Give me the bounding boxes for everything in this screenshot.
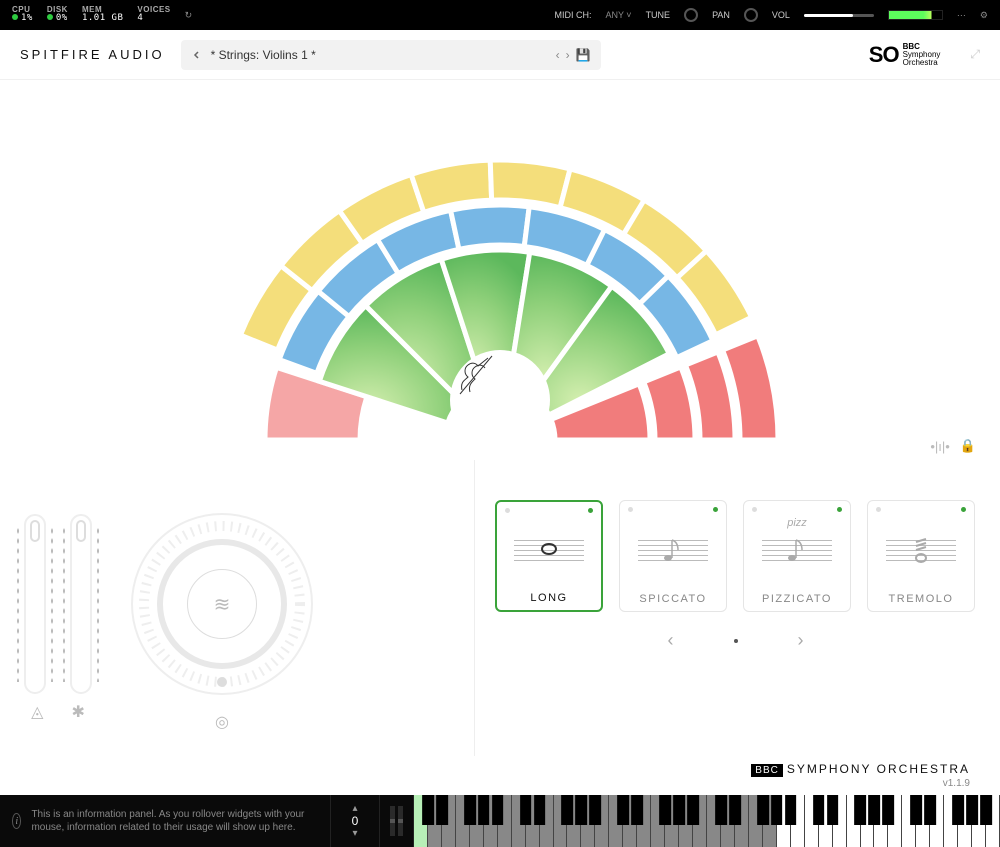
violin-icon [450, 350, 500, 400]
output-meter [888, 10, 943, 20]
footer-title: BBCSYMPHONY ORCHESTRA [0, 756, 1000, 778]
preset-name: * Strings: Violins 1 * [211, 48, 316, 62]
mem-stat: MEM 1.01 GB [82, 6, 123, 25]
black-key[interactable] [980, 795, 992, 825]
articulation-pizzicato[interactable]: pizzPIZZICATO [743, 500, 851, 612]
black-key[interactable] [813, 795, 825, 825]
black-key[interactable] [910, 795, 922, 825]
vol-label: VOL [772, 10, 790, 20]
black-key[interactable] [729, 795, 741, 825]
midi-learn-icon[interactable]: •|ı|• [930, 439, 949, 454]
black-key[interactable] [617, 795, 629, 825]
cpu-stat: CPU 1% [12, 6, 33, 25]
black-key[interactable] [576, 795, 588, 825]
instrument-icon-circle [450, 350, 550, 450]
midi-ch-label: MIDI CH: [554, 10, 591, 20]
pitch-mod-wheels[interactable] [380, 795, 414, 847]
preset-selector[interactable]: * Strings: Violins 1 * ‹ › 💾 [181, 40, 601, 70]
black-key[interactable] [827, 795, 839, 825]
preset-save-icon[interactable]: 💾 [576, 48, 591, 62]
black-key[interactable] [785, 795, 797, 825]
black-key[interactable] [464, 795, 476, 825]
collapse-icon[interactable]: ⤢ [970, 47, 980, 62]
black-key[interactable] [631, 795, 643, 825]
top-status-bar: CPU 1% DISK 0% MEM 1.01 GB VOICES 4 ↻ MI… [0, 0, 1000, 30]
product-logo: SO BBC Symphony Orchestra [869, 42, 941, 68]
black-key[interactable] [855, 795, 867, 825]
black-key[interactable] [715, 795, 727, 825]
black-key[interactable] [478, 795, 490, 825]
black-key[interactable] [422, 795, 434, 825]
black-key[interactable] [952, 795, 964, 825]
black-key[interactable] [436, 795, 448, 825]
black-key[interactable] [883, 795, 895, 825]
black-key[interactable] [520, 795, 532, 825]
black-key[interactable] [924, 795, 936, 825]
black-key[interactable] [492, 795, 504, 825]
black-key[interactable] [590, 795, 602, 825]
piano-keyboard[interactable] [414, 795, 1000, 847]
artic-next-icon[interactable]: › [798, 630, 804, 651]
black-key[interactable] [673, 795, 685, 825]
lock-icon[interactable]: 🔒 [960, 438, 976, 454]
pan-knob[interactable] [744, 8, 758, 22]
black-key[interactable] [659, 795, 671, 825]
tune-knob[interactable] [684, 8, 698, 22]
octave-control[interactable]: ▴0▾ [330, 795, 380, 847]
info-text: This is an information panel. As you rol… [31, 808, 318, 834]
artic-page-dot [734, 639, 738, 643]
midi-ch-value[interactable]: ANY ˅ [605, 10, 631, 20]
black-key[interactable] [534, 795, 546, 825]
expression-controls: ◬ ✱ ≋ ◎ [24, 460, 454, 756]
chevron-down-icon [191, 50, 201, 60]
gear-icon[interactable]: ⚙ [980, 10, 988, 21]
version-label: v1.1.9 [0, 778, 1000, 795]
black-key[interactable] [771, 795, 783, 825]
disk-stat: DISK 0% [47, 6, 68, 25]
tune-label: TUNE [646, 10, 671, 20]
articulation-panel: LONGSPICCATOpizzPIZZICATOTREMOLO ‹ › [495, 460, 976, 756]
orchestra-semicircle [0, 80, 1000, 460]
vol-slider[interactable] [804, 14, 874, 17]
expression-slider[interactable] [24, 514, 46, 694]
articulation-spiccato[interactable]: SPICCATO [619, 500, 727, 612]
slider-b-icon[interactable]: ✱ [71, 702, 84, 722]
refresh-icon[interactable]: ↻ [185, 10, 193, 21]
voices-stat: VOICES 4 [137, 6, 170, 25]
preset-prev-icon[interactable]: ‹ [556, 48, 560, 62]
more-icon[interactable]: ⋯ [957, 10, 966, 21]
dynamics-slider[interactable] [70, 514, 92, 694]
articulation-long[interactable]: LONG [495, 500, 603, 612]
brand-label: SPITFIRE AUDIO [20, 47, 165, 62]
articulation-tremolo[interactable]: TREMOLO [867, 500, 975, 612]
pan-label: PAN [712, 10, 730, 20]
preset-next-icon[interactable]: › [566, 48, 570, 62]
info-panel: i This is an information panel. As you r… [0, 795, 330, 847]
keyboard-bar: i This is an information panel. As you r… [0, 795, 1000, 847]
black-key[interactable] [869, 795, 881, 825]
slider-a-icon[interactable]: ◬ [31, 702, 43, 722]
info-icon: i [12, 813, 21, 829]
lower-section: •|ı|• 🔒 ◬ ✱ [0, 460, 1000, 756]
knob-mode-icon[interactable]: ◎ [215, 712, 229, 732]
main-knob[interactable]: ≋ [122, 504, 322, 704]
artic-prev-icon[interactable]: ‹ [668, 630, 674, 651]
black-key[interactable] [687, 795, 699, 825]
black-key[interactable] [562, 795, 574, 825]
black-key[interactable] [966, 795, 978, 825]
cpu-value: 1% [12, 14, 33, 24]
black-key[interactable] [757, 795, 769, 825]
